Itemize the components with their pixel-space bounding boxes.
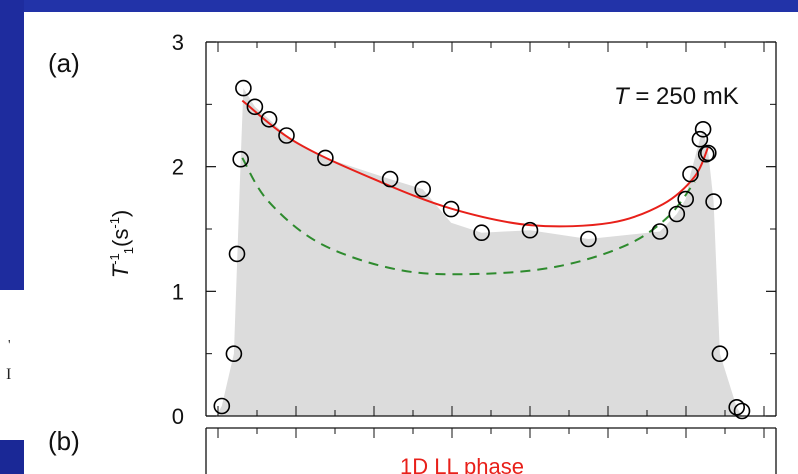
data-point <box>521 221 539 239</box>
panel-label-b: (b) <box>48 426 80 456</box>
data-point <box>682 165 699 183</box>
data-point <box>711 345 729 363</box>
data-point <box>414 180 432 198</box>
data-point <box>733 402 751 420</box>
data-point <box>442 200 460 218</box>
temperature-annotation: T = 250 mK <box>614 83 739 110</box>
data-point <box>317 149 334 167</box>
data-point <box>235 79 252 97</box>
slide-text-fragment: ' <box>8 338 11 353</box>
shaded-region <box>216 88 742 416</box>
data-point <box>278 127 295 144</box>
data-point <box>473 224 490 241</box>
data-point <box>691 130 709 148</box>
data-point <box>728 398 746 416</box>
y-tick-label: 0 <box>172 404 184 429</box>
data-point <box>668 205 686 223</box>
data-point <box>694 121 712 138</box>
temperature-value: = 250 mK <box>629 83 739 110</box>
temperature-symbol: T <box>614 83 631 110</box>
shaded-region-layer <box>216 88 742 416</box>
solid-fit-line <box>241 99 709 228</box>
data-point <box>232 150 249 168</box>
y-tick-label: 1 <box>172 279 184 304</box>
chart: 0 1 2 3 (a) (b) T = 250 mK 1D LL phase T-11… <box>48 30 777 474</box>
data-point <box>213 397 231 415</box>
figure-panel: 0 1 2 3 (a) (b) T = 250 mK 1D LL phase T-11… <box>24 12 798 474</box>
slide-top-band <box>0 0 798 12</box>
data-point <box>381 170 399 188</box>
data-point <box>246 98 264 116</box>
slide-text-fragment: I <box>6 366 12 383</box>
data-points-layer <box>213 79 751 420</box>
panel-label-a: (a) <box>48 48 80 78</box>
data-point <box>225 345 243 363</box>
data-point <box>705 193 722 210</box>
phase-label: 1D LL phase <box>400 454 524 474</box>
data-point <box>677 190 695 208</box>
y-tick-label: 3 <box>172 30 184 55</box>
text-layer: (a) (b) T = 250 mK 1D LL phase T-11(s-1) <box>48 48 739 474</box>
y-axis-label: T-11(s-1) <box>107 210 136 279</box>
slide-left-band <box>0 0 24 300</box>
data-point <box>228 245 246 263</box>
data-point <box>260 111 278 128</box>
svg-text:T-11(s-1): T-11(s-1) <box>107 210 136 279</box>
y-tick-label: 2 <box>172 155 184 180</box>
data-point <box>697 145 715 163</box>
data-point <box>580 230 597 248</box>
axes-layer: 0 1 2 3 <box>172 30 777 474</box>
data-point <box>699 144 717 162</box>
data-point <box>651 223 669 240</box>
slide-bottom-block <box>0 440 24 474</box>
slide-white-patch <box>0 290 24 440</box>
